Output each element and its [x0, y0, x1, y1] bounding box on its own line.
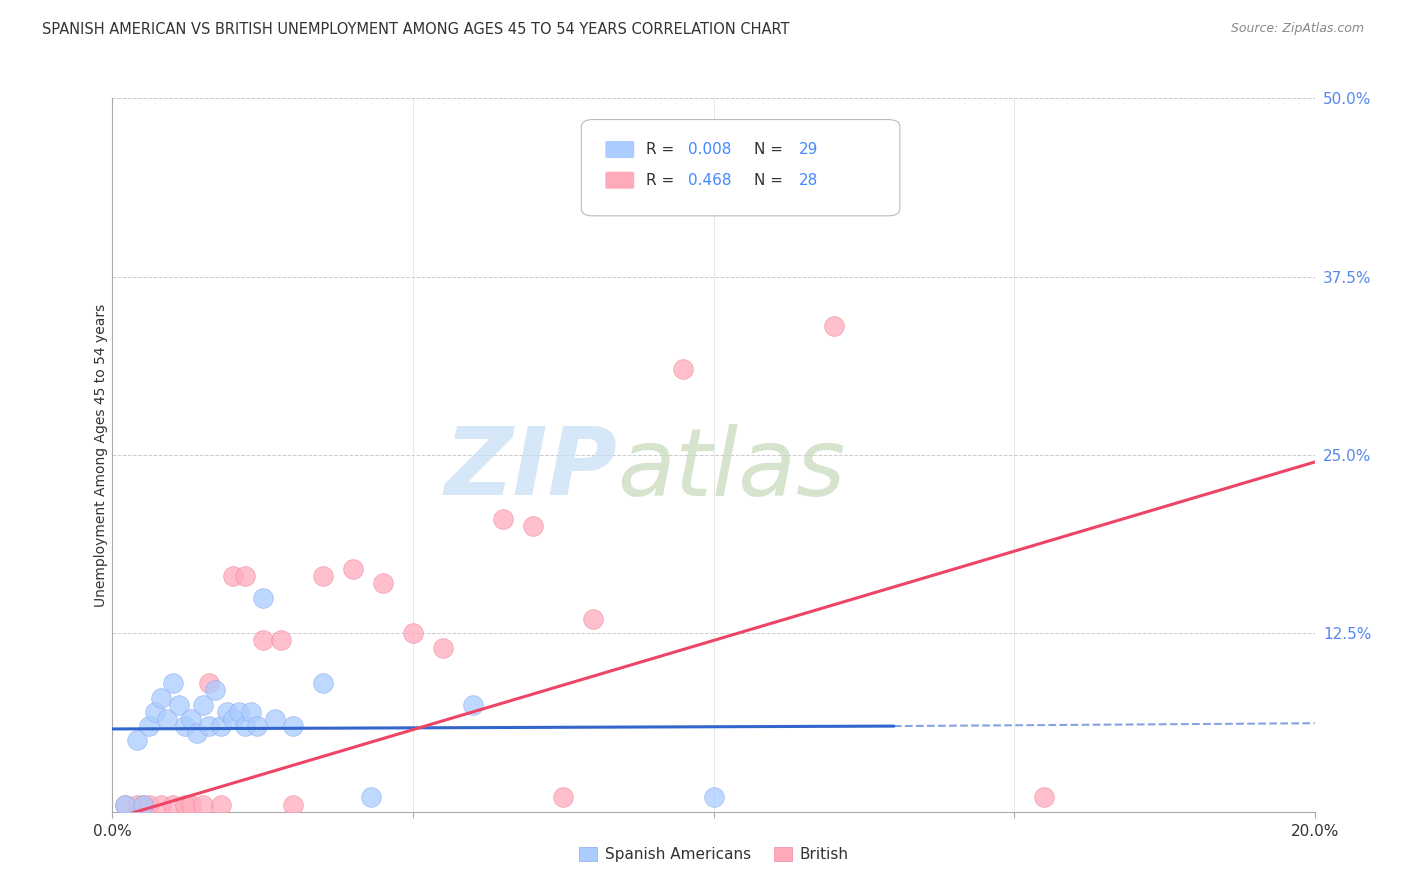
Point	[360, 790, 382, 805]
Text: 0.468: 0.468	[689, 173, 731, 187]
Point	[461, 698, 484, 712]
Point	[239, 705, 262, 719]
Text: 0.008: 0.008	[689, 142, 731, 157]
Point	[162, 676, 184, 690]
Point	[114, 797, 136, 812]
Point	[432, 640, 454, 655]
Point	[1033, 790, 1056, 805]
Text: 29: 29	[799, 142, 818, 157]
Text: Source: ZipAtlas.com: Source: ZipAtlas.com	[1230, 22, 1364, 36]
Point	[125, 733, 148, 747]
Point	[209, 719, 232, 733]
Point	[402, 626, 425, 640]
Point	[191, 698, 214, 712]
FancyBboxPatch shape	[581, 120, 900, 216]
Point	[191, 797, 214, 812]
Y-axis label: Unemployment Among Ages 45 to 54 years: Unemployment Among Ages 45 to 54 years	[94, 303, 108, 607]
Point	[180, 797, 202, 812]
Point	[492, 512, 515, 526]
Point	[222, 712, 245, 726]
Point	[312, 569, 335, 583]
Text: ZIP: ZIP	[444, 423, 617, 516]
Point	[180, 712, 202, 726]
Point	[233, 719, 256, 733]
Point	[228, 705, 250, 719]
Point	[138, 719, 160, 733]
Point	[131, 797, 153, 812]
Point	[371, 576, 394, 591]
Point	[143, 705, 166, 719]
Point	[186, 726, 208, 740]
Point	[252, 591, 274, 605]
Point	[522, 519, 544, 533]
Point	[823, 319, 845, 334]
Text: R =: R =	[647, 142, 679, 157]
Point	[270, 633, 292, 648]
Point	[162, 797, 184, 812]
Point	[233, 569, 256, 583]
FancyBboxPatch shape	[606, 141, 634, 158]
Point	[672, 362, 695, 376]
Point	[312, 676, 335, 690]
Point	[138, 797, 160, 812]
Point	[125, 797, 148, 812]
Point	[222, 569, 245, 583]
Point	[582, 612, 605, 626]
Point	[155, 712, 177, 726]
Point	[204, 683, 226, 698]
Text: R =: R =	[647, 173, 679, 187]
Point	[197, 719, 219, 733]
Point	[209, 797, 232, 812]
Point	[263, 712, 285, 726]
Point	[252, 633, 274, 648]
Point	[197, 676, 219, 690]
Text: SPANISH AMERICAN VS BRITISH UNEMPLOYMENT AMONG AGES 45 TO 54 YEARS CORRELATION C: SPANISH AMERICAN VS BRITISH UNEMPLOYMENT…	[42, 22, 790, 37]
Point	[167, 698, 190, 712]
Point	[149, 690, 172, 705]
Point	[173, 719, 195, 733]
Point	[553, 790, 575, 805]
Point	[246, 719, 269, 733]
Point	[131, 797, 153, 812]
Point	[215, 705, 238, 719]
Point	[281, 719, 304, 733]
Point	[281, 797, 304, 812]
Point	[114, 797, 136, 812]
Point	[149, 797, 172, 812]
Text: N =: N =	[755, 173, 789, 187]
Legend: Spanish Americans, British: Spanish Americans, British	[572, 841, 855, 868]
Text: atlas: atlas	[617, 424, 845, 515]
Text: N =: N =	[755, 142, 789, 157]
FancyBboxPatch shape	[606, 171, 634, 189]
Text: 28: 28	[799, 173, 818, 187]
Point	[342, 562, 364, 576]
Point	[702, 790, 725, 805]
Point	[173, 797, 195, 812]
